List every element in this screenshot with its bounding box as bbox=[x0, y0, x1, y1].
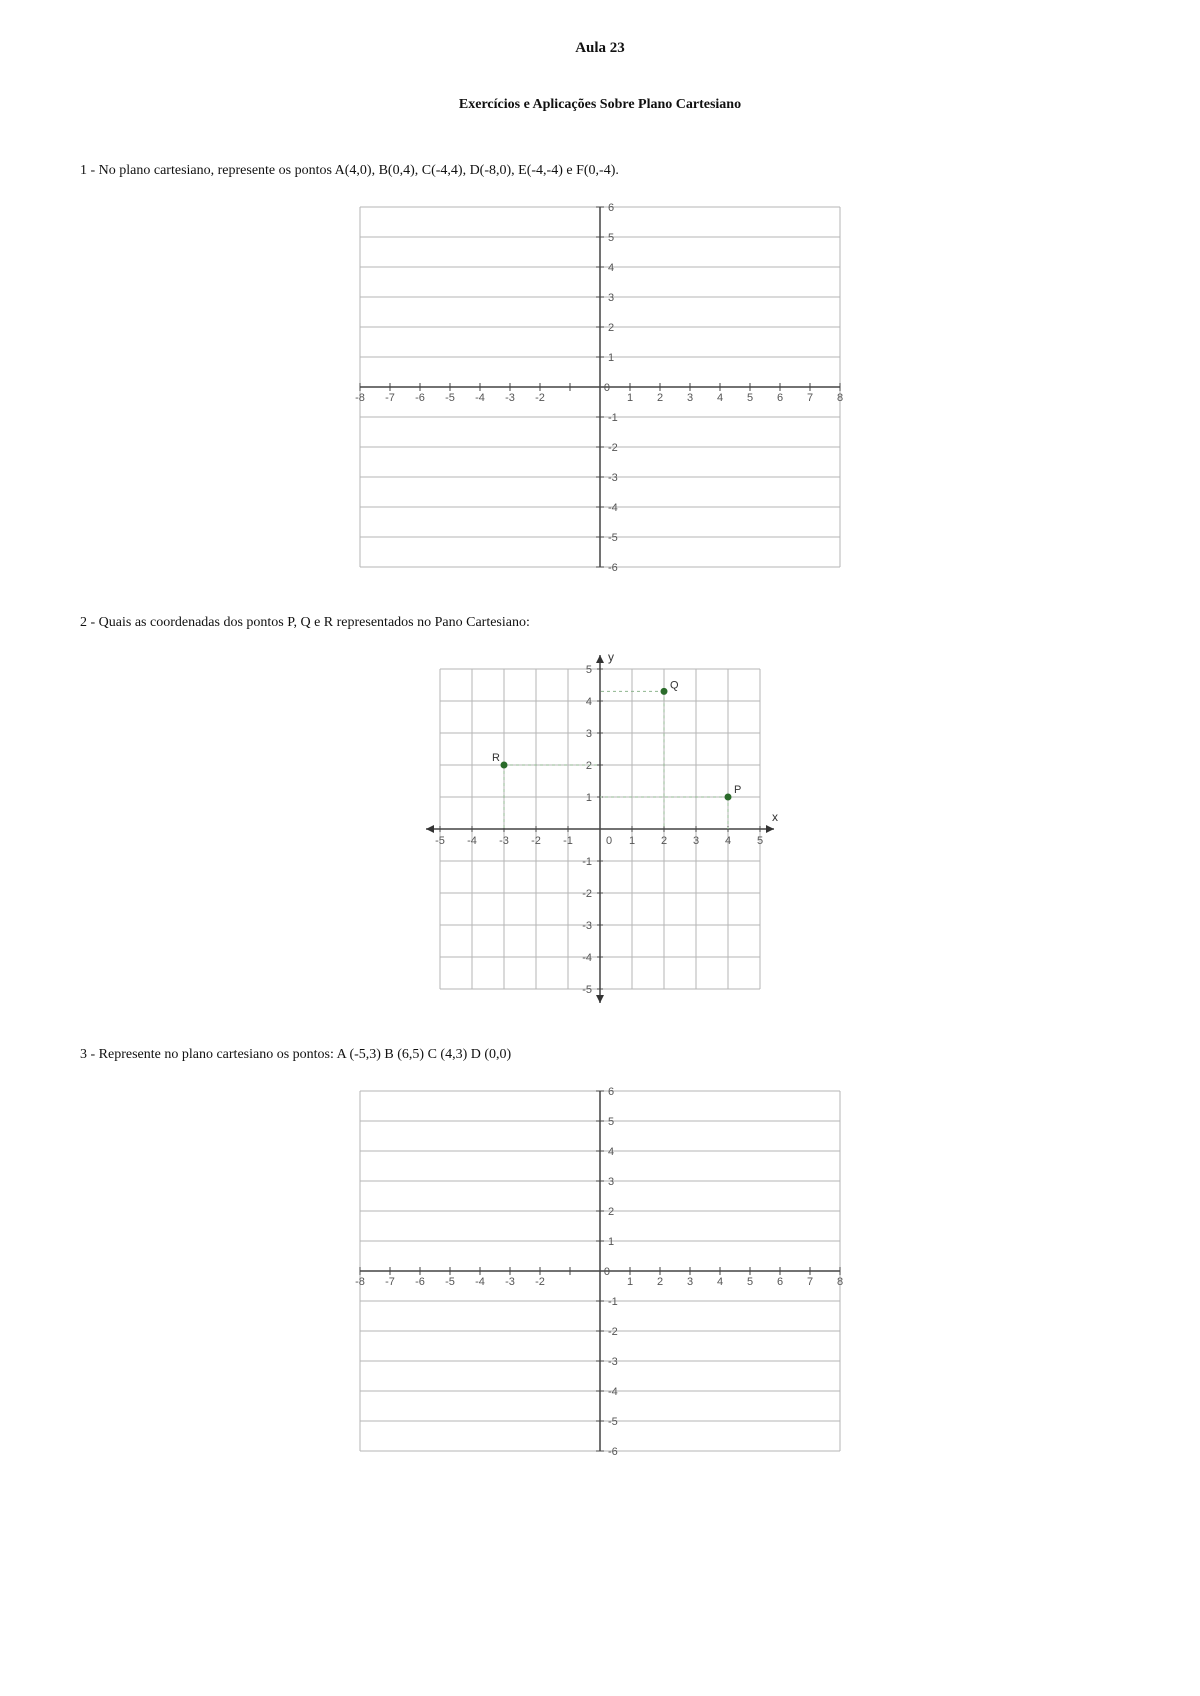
svg-text:2: 2 bbox=[661, 835, 667, 847]
svg-text:4: 4 bbox=[717, 392, 723, 404]
svg-text:0: 0 bbox=[604, 1266, 610, 1278]
svg-text:3: 3 bbox=[687, 1276, 693, 1288]
cartesian-grid-chart-2: x y -5 -4 -3 -2 -1 0 1 2 3 4 5 -5 -4 -3 -2 -1 1 2 3 4 5 P Q R bbox=[412, 641, 788, 1017]
svg-text:-4: -4 bbox=[467, 835, 477, 847]
svg-text:5: 5 bbox=[608, 232, 614, 244]
svg-text:1: 1 bbox=[608, 352, 614, 364]
svg-text:-3: -3 bbox=[499, 835, 509, 847]
svg-text:-6: -6 bbox=[415, 392, 425, 404]
svg-text:-6: -6 bbox=[608, 562, 618, 574]
svg-text:-4: -4 bbox=[608, 502, 618, 514]
svg-text:-7: -7 bbox=[385, 392, 395, 404]
svg-text:2: 2 bbox=[657, 392, 663, 404]
cartesian-grid-chart-1: -8 -7 -6 -5 -4 -3 -2 0 1 2 3 4 5 6 7 8 -6 -5 -4 -3 -2 -1 1 2 3 4 5… bbox=[342, 189, 858, 585]
svg-text:-2: -2 bbox=[608, 442, 618, 454]
svg-text:0: 0 bbox=[606, 835, 612, 847]
svg-text:1: 1 bbox=[629, 835, 635, 847]
question-2-text: 2 - Quais as coordenadas dos pontos P, Q… bbox=[80, 615, 1120, 631]
svg-text:-4: -4 bbox=[475, 1276, 485, 1288]
svg-text:3: 3 bbox=[608, 292, 614, 304]
svg-text:Q: Q bbox=[670, 679, 679, 691]
svg-text:2: 2 bbox=[608, 1206, 614, 1218]
svg-text:-2: -2 bbox=[608, 1326, 618, 1338]
page-subtitle: Exercícios e Aplicações Sobre Plano Cart… bbox=[80, 97, 1120, 113]
svg-text:5: 5 bbox=[608, 1116, 614, 1128]
svg-text:-3: -3 bbox=[505, 392, 515, 404]
svg-text:2: 2 bbox=[657, 1276, 663, 1288]
svg-text:-5: -5 bbox=[435, 835, 445, 847]
svg-text:6: 6 bbox=[608, 202, 614, 214]
chart-3-wrap: -8 -7 -6 -5 -4 -3 -2 0 1 2 3 4 5 6 7 8 -6 -5 -4 -3 -2 -1 1 2 3 4 5… bbox=[80, 1073, 1120, 1469]
svg-text:-6: -6 bbox=[608, 1446, 618, 1458]
svg-text:-4: -4 bbox=[582, 952, 592, 964]
svg-text:-2: -2 bbox=[535, 392, 545, 404]
svg-text:-8: -8 bbox=[355, 392, 365, 404]
svg-text:-4: -4 bbox=[475, 392, 485, 404]
question-3-text: 3 - Represente no plano cartesiano os po… bbox=[80, 1047, 1120, 1063]
svg-text:-6: -6 bbox=[415, 1276, 425, 1288]
svg-text:-5: -5 bbox=[445, 1276, 455, 1288]
svg-text:-5: -5 bbox=[445, 392, 455, 404]
svg-text:5: 5 bbox=[747, 392, 753, 404]
svg-text:0: 0 bbox=[604, 382, 610, 394]
svg-text:1: 1 bbox=[627, 392, 633, 404]
chart-1-wrap: -8 -7 -6 -5 -4 -3 -2 0 1 2 3 4 5 6 7 8 -6 -5 -4 -3 -2 -1 1 2 3 4 5… bbox=[80, 189, 1120, 585]
svg-text:-1: -1 bbox=[608, 1296, 618, 1308]
svg-text:4: 4 bbox=[608, 262, 614, 274]
svg-text:3: 3 bbox=[608, 1176, 614, 1188]
svg-text:-8: -8 bbox=[355, 1276, 365, 1288]
svg-text:6: 6 bbox=[777, 392, 783, 404]
svg-text:1: 1 bbox=[586, 792, 592, 804]
svg-text:1: 1 bbox=[627, 1276, 633, 1288]
svg-text:-1: -1 bbox=[582, 856, 592, 868]
svg-text:-3: -3 bbox=[505, 1276, 515, 1288]
svg-text:R: R bbox=[492, 752, 500, 764]
svg-text:-2: -2 bbox=[531, 835, 541, 847]
svg-text:y: y bbox=[608, 650, 614, 664]
svg-text:P: P bbox=[734, 784, 741, 796]
question-1-text: 1 - No plano cartesiano, represente os p… bbox=[80, 163, 1120, 179]
svg-text:2: 2 bbox=[608, 322, 614, 334]
svg-text:5: 5 bbox=[586, 664, 592, 676]
svg-text:-1: -1 bbox=[608, 412, 618, 424]
svg-text:1: 1 bbox=[608, 1236, 614, 1248]
svg-text:-5: -5 bbox=[582, 984, 592, 996]
svg-text:6: 6 bbox=[608, 1086, 614, 1098]
svg-text:-2: -2 bbox=[582, 888, 592, 900]
svg-text:-3: -3 bbox=[608, 472, 618, 484]
svg-text:-2: -2 bbox=[535, 1276, 545, 1288]
svg-text:6: 6 bbox=[777, 1276, 783, 1288]
svg-text:2: 2 bbox=[586, 760, 592, 772]
svg-text:5: 5 bbox=[757, 835, 763, 847]
svg-text:-5: -5 bbox=[608, 532, 618, 544]
page-title: Aula 23 bbox=[80, 40, 1120, 57]
svg-text:5: 5 bbox=[747, 1276, 753, 1288]
svg-text:x: x bbox=[772, 810, 778, 824]
cartesian-grid-chart-3: -8 -7 -6 -5 -4 -3 -2 0 1 2 3 4 5 6 7 8 -6 -5 -4 -3 -2 -1 1 2 3 4 5… bbox=[342, 1073, 858, 1469]
svg-text:3: 3 bbox=[687, 392, 693, 404]
svg-text:4: 4 bbox=[725, 835, 731, 847]
chart-2-wrap: x y -5 -4 -3 -2 -1 0 1 2 3 4 5 -5 -4 -3 -2 -1 1 2 3 4 5 P Q R bbox=[80, 641, 1120, 1017]
svg-text:4: 4 bbox=[608, 1146, 614, 1158]
svg-text:-7: -7 bbox=[385, 1276, 395, 1288]
svg-text:8: 8 bbox=[837, 1276, 843, 1288]
svg-text:4: 4 bbox=[586, 696, 592, 708]
svg-text:3: 3 bbox=[586, 728, 592, 740]
svg-text:7: 7 bbox=[807, 392, 813, 404]
svg-text:-3: -3 bbox=[608, 1356, 618, 1368]
svg-text:-4: -4 bbox=[608, 1386, 618, 1398]
svg-text:7: 7 bbox=[807, 1276, 813, 1288]
svg-text:3: 3 bbox=[693, 835, 699, 847]
svg-text:-5: -5 bbox=[608, 1416, 618, 1428]
svg-text:4: 4 bbox=[717, 1276, 723, 1288]
svg-text:8: 8 bbox=[837, 392, 843, 404]
svg-text:-1: -1 bbox=[563, 835, 573, 847]
svg-text:-3: -3 bbox=[582, 920, 592, 932]
